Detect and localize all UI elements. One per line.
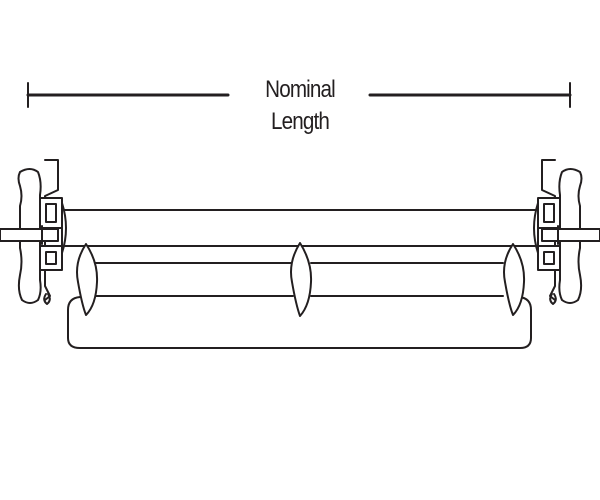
right-bracket-lower-block (537, 245, 561, 271)
left-bracket-lower-block (39, 245, 63, 271)
ring-left (76, 243, 99, 316)
right-bracket-tip (549, 293, 557, 305)
left-bracket-block (39, 197, 63, 229)
curtain-rod (94, 262, 504, 297)
right-bracket-cap (533, 202, 539, 254)
left-bracket-block-inner (45, 203, 57, 223)
right-bracket-block-inner (543, 203, 555, 223)
rod-return-loop (67, 296, 532, 349)
left-bracket-tip (43, 293, 51, 305)
right-bracket-block (537, 197, 561, 229)
right-mounting-pin (541, 228, 600, 242)
nominal-length-label: Nominal Length (239, 74, 361, 135)
right-bracket-lower-block-inner (543, 251, 555, 265)
right-bracket-assembly (533, 159, 600, 305)
top-rod (61, 209, 541, 247)
left-bracket-assembly (0, 159, 67, 305)
left-bracket-lower-block-inner (45, 251, 57, 265)
ring-center (290, 242, 313, 317)
rod-rings (76, 242, 526, 317)
dimension-line (26, 82, 572, 108)
left-bracket-cap (61, 202, 67, 254)
left-mounting-pin (0, 228, 59, 242)
ring-right (503, 243, 526, 316)
